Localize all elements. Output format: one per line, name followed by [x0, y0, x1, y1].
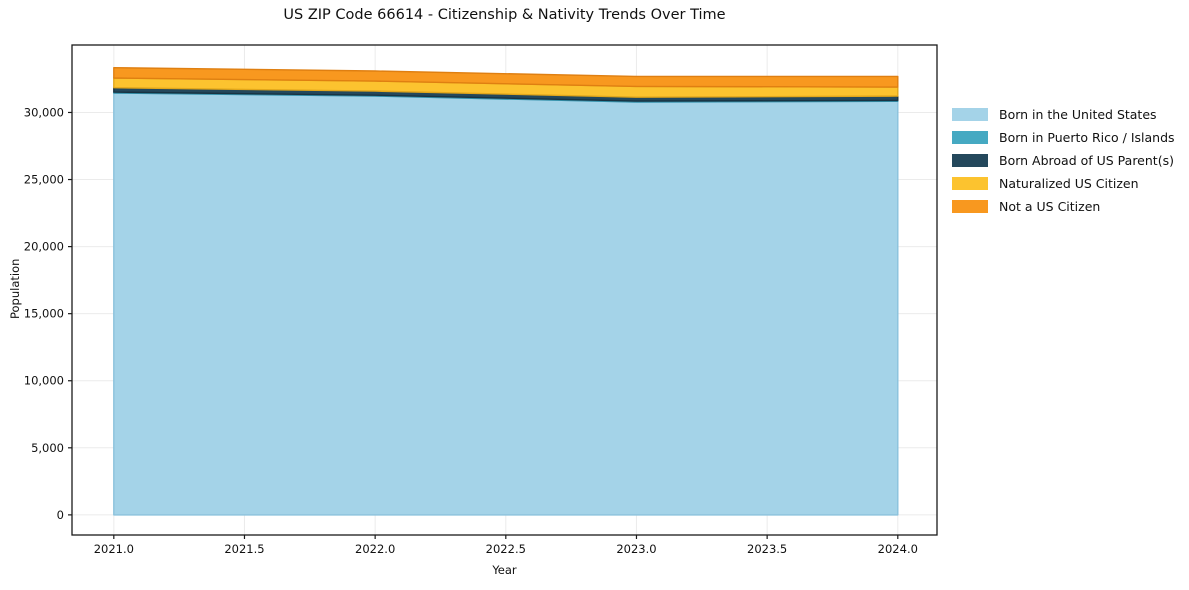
x-tick-label: 2021.0 — [94, 542, 134, 556]
legend-label: Naturalized US Citizen — [999, 176, 1139, 191]
x-tick-label: 2022.5 — [486, 542, 526, 556]
legend-swatch-icon — [952, 154, 988, 167]
x-tick-label: 2024.0 — [878, 542, 918, 556]
y-axis-label: Population — [8, 258, 22, 320]
y-tick-label: 0 — [57, 508, 64, 522]
legend-swatch-icon — [952, 177, 988, 190]
legend-item: Born in Puerto Rico / Islands — [952, 126, 1175, 149]
legend-label: Born in Puerto Rico / Islands — [999, 130, 1175, 145]
x-tick-label: 2022.0 — [355, 542, 395, 556]
x-axis-label: Year — [492, 563, 517, 577]
legend-label: Born Abroad of US Parent(s) — [999, 153, 1174, 168]
legend: Born in the United States Born in Puerto… — [952, 103, 1175, 218]
legend-item: Born in the United States — [952, 103, 1175, 126]
y-tick-label: 15,000 — [24, 307, 64, 321]
legend-item: Naturalized US Citizen — [952, 172, 1175, 195]
legend-swatch-icon — [952, 200, 988, 213]
plot-border — [71, 44, 938, 536]
y-tick-label: 5,000 — [31, 441, 64, 455]
y-tick-label: 20,000 — [24, 240, 64, 254]
x-tick-label: 2023.0 — [616, 542, 656, 556]
x-tick-label: 2021.5 — [224, 542, 264, 556]
x-tick-label: 2023.5 — [747, 542, 787, 556]
area-not-a-us-citizen — [113, 66, 899, 88]
y-tick-label: 25,000 — [24, 173, 64, 187]
area-born-in-the-united-states — [113, 92, 899, 516]
legend-label: Not a US Citizen — [999, 199, 1101, 214]
y-tick-label: 30,000 — [24, 105, 64, 119]
y-tick-label: 10,000 — [24, 374, 64, 388]
legend-item: Born Abroad of US Parent(s) — [952, 149, 1175, 172]
legend-swatch-icon — [952, 108, 988, 121]
legend-swatch-icon — [952, 131, 988, 144]
legend-item: Not a US Citizen — [952, 195, 1175, 218]
chart-title: US ZIP Code 66614 - Citizenship & Nativi… — [283, 7, 726, 23]
legend-label: Born in the United States — [999, 107, 1157, 122]
